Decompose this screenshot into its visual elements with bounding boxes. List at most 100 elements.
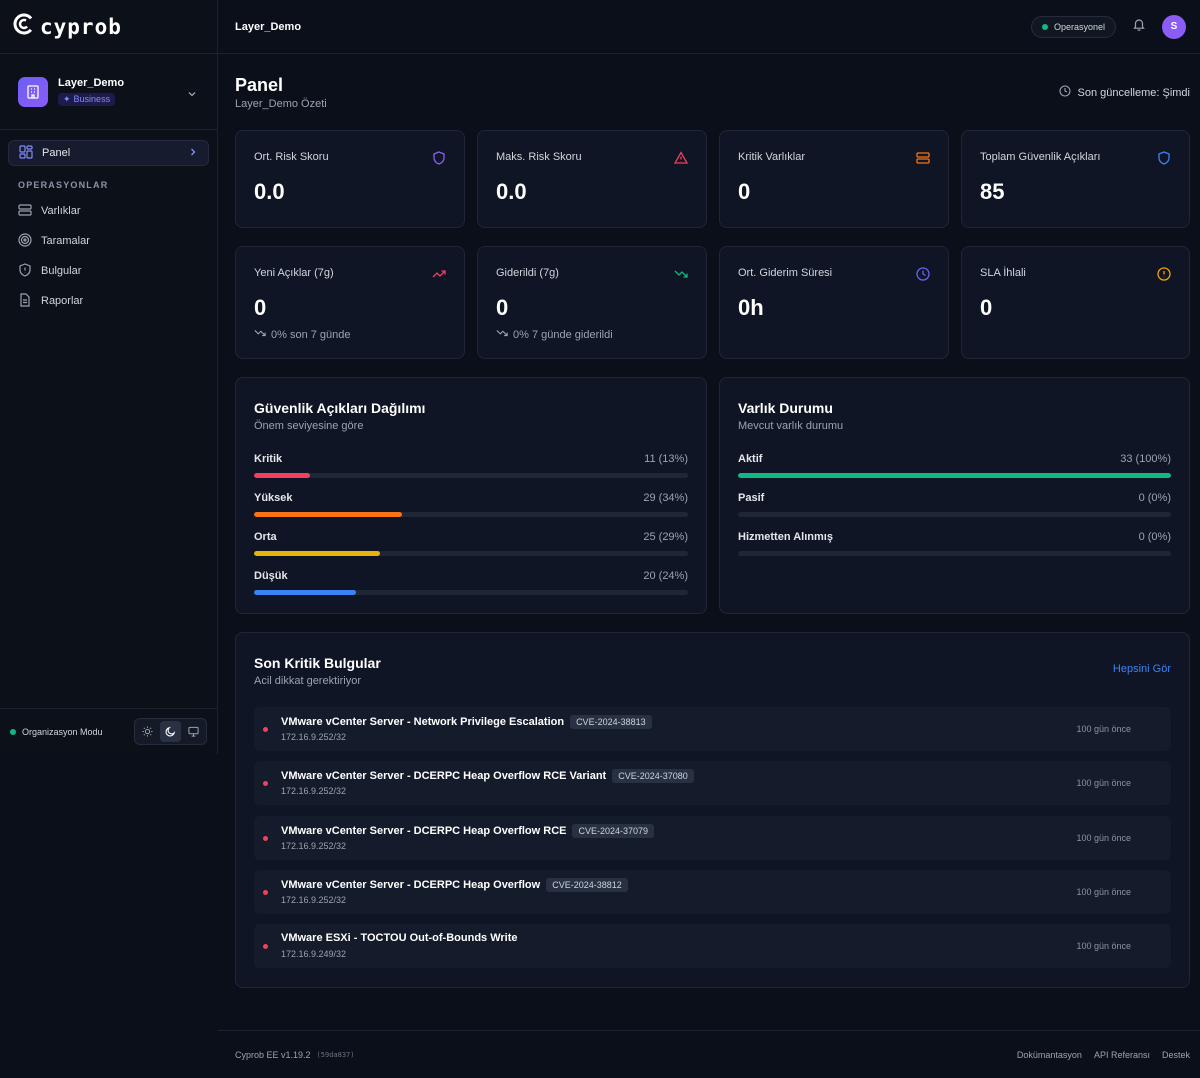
- status-dot: [1041, 23, 1048, 30]
- shield-icon: [432, 151, 446, 170]
- asset-row-active: Aktif 33 (100%): [738, 453, 1171, 483]
- severity-count: 20 (24%): [643, 570, 688, 582]
- severity-count: 25 (29%): [643, 531, 688, 543]
- severity-fill: [254, 590, 356, 595]
- sidebar-item-raporlar[interactable]: Raporlar: [8, 286, 209, 316]
- finding-row[interactable]: VMware vCenter Server - DCERPC Heap Over…: [254, 816, 1171, 860]
- finding-row[interactable]: VMware vCenter Server - DCERPC Heap Over…: [254, 761, 1171, 805]
- sidebar-item-taramalar[interactable]: Taramalar: [8, 226, 209, 256]
- severity-label: Düşük: [254, 570, 288, 582]
- stat-value: 0: [980, 295, 993, 320]
- finding-ip: 172.16.9.252/32: [281, 841, 347, 851]
- shield-alert-icon: [18, 262, 32, 280]
- alert-circle-icon: [1157, 267, 1171, 286]
- severity-row-medium: Orta 25 (29%): [254, 531, 688, 561]
- bell-icon[interactable]: [1132, 17, 1146, 36]
- stat-value: 0.0: [254, 179, 285, 204]
- sidebar-item-bulgular[interactable]: Bulgular: [8, 256, 209, 286]
- sidebar-item-label: Taramalar: [41, 235, 90, 247]
- brand-logo[interactable]: cyprob: [0, 0, 217, 54]
- severity-count: 11 (13%): [644, 453, 688, 465]
- cyprob-logo-icon: [12, 12, 36, 41]
- version-label: Cyprob EE v1.19.2: [235, 1049, 311, 1060]
- asset-status-count: 33 (100%): [1120, 453, 1171, 465]
- org-plan-badge: ✦ Business: [58, 92, 116, 106]
- topbar-title: Layer_Demo: [235, 20, 302, 33]
- nav-section-label: OPERASYONLAR: [18, 180, 109, 190]
- org-name: Layer_Demo: [58, 76, 125, 89]
- finding-row[interactable]: VMware ESXi - TOCTOU Out-of-Bounds Write…: [254, 924, 1171, 968]
- sidebar-item-label: Panel: [42, 147, 71, 159]
- sun-icon[interactable]: [137, 721, 158, 742]
- panel-subtitle: Önem seviyesine göre: [254, 420, 364, 432]
- sidebar-item-label: Varlıklar: [41, 205, 81, 217]
- sidebar-item-label: Raporlar: [41, 295, 84, 307]
- severity-track: [254, 590, 688, 595]
- asset-track: [738, 551, 1171, 556]
- finding-title: VMware vCenter Server - DCERPC Heap Over…: [281, 879, 541, 891]
- moon-icon[interactable]: [160, 721, 181, 742]
- sidebar-item-panel[interactable]: Panel: [8, 140, 209, 166]
- severity-dot: [263, 944, 268, 949]
- finding-row[interactable]: VMware vCenter Server - Network Privileg…: [254, 707, 1171, 751]
- finding-title: VMware vCenter Server - DCERPC Heap Over…: [281, 770, 607, 782]
- stat-value: 0: [738, 179, 751, 204]
- severity-row-high: Yüksek 29 (34%): [254, 492, 688, 522]
- severity-dot: [263, 836, 268, 841]
- stat-trend: 0% son 7 günde: [254, 327, 351, 342]
- asset-status-count: 0 (0%): [1138, 492, 1171, 504]
- stat-card-total-vulns: Toplam Güvenlik Açıkları 85: [961, 130, 1190, 228]
- stat-label: Yeni Açıklar (7g): [254, 267, 334, 279]
- stat-label: Ort. Giderim Süresi: [738, 267, 833, 279]
- severity-row-critical: Kritik 11 (13%): [254, 453, 688, 483]
- avatar[interactable]: S: [1162, 14, 1186, 39]
- critical-findings-panel: Son Kritik Bulgular Acil dikkat gerektir…: [235, 632, 1190, 988]
- stat-label: Kritik Varlıklar: [738, 151, 806, 163]
- severity-fill: [254, 551, 380, 556]
- finding-ip: 172.16.9.252/32: [281, 786, 347, 796]
- clock-icon: [916, 267, 930, 286]
- asset-status-label: Pasif: [738, 492, 765, 504]
- docs-link[interactable]: Dokümantasyon: [1016, 1049, 1082, 1060]
- finding-time: 100 gün önce: [1076, 778, 1131, 788]
- monitor-icon[interactable]: [183, 721, 204, 742]
- stat-trend: 0% 7 günde giderildi: [496, 327, 613, 342]
- see-all-link[interactable]: Hepsini Gör: [1112, 663, 1171, 675]
- asset-row-passive: Pasif 0 (0%): [738, 492, 1171, 522]
- server-icon: [18, 203, 32, 220]
- severity-row-low: Düşük 20 (24%): [254, 570, 688, 600]
- sparkle-icon: ✦: [63, 93, 71, 104]
- page-subtitle: Layer_Demo Özeti: [235, 98, 327, 110]
- version-hash: (59da837): [316, 1050, 355, 1059]
- stat-value: 0: [254, 295, 267, 320]
- radar-icon: [18, 232, 32, 250]
- panel-subtitle: Acil dikkat gerektiriyor: [254, 675, 361, 687]
- sidebar-item-varliklar[interactable]: Varlıklar: [8, 196, 209, 226]
- trending-down-icon: [674, 267, 688, 286]
- stat-value: 0h: [738, 295, 764, 320]
- panel-title: Güvenlik Açıkları Dağılımı: [254, 400, 426, 416]
- finding-time: 100 gün önce: [1076, 887, 1131, 897]
- org-switcher[interactable]: Layer_Demo ✦ Business: [0, 54, 217, 130]
- chevron-right-icon: [188, 147, 198, 160]
- brand-name: cyprob: [40, 14, 122, 39]
- support-link[interactable]: Destek: [1161, 1049, 1190, 1060]
- severity-fill: [254, 512, 402, 517]
- trending-up-icon: [432, 267, 446, 286]
- stat-label: SLA İhlali: [980, 267, 1026, 279]
- stat-value: 0.0: [496, 179, 527, 204]
- asset-status-panel: Varlık Durumu Mevcut varlık durumu Aktif…: [719, 377, 1190, 614]
- stat-card-new-vulns: Yeni Açıklar (7g) 0 0% son 7 günde: [235, 246, 465, 359]
- severity-dot: [263, 727, 268, 732]
- status-badge[interactable]: Operasyonel: [1030, 15, 1116, 38]
- asset-track: [738, 512, 1171, 517]
- severity-label: Orta: [254, 531, 277, 543]
- api-reference-link[interactable]: API Referansı: [1093, 1049, 1150, 1060]
- cve-badge: CVE-2024-38813: [570, 715, 652, 729]
- stat-label: Giderildi (7g): [496, 267, 559, 279]
- panel-title: Son Kritik Bulgular: [254, 655, 381, 671]
- asset-track: [738, 473, 1171, 478]
- finding-row[interactable]: VMware vCenter Server - DCERPC Heap Over…: [254, 870, 1171, 914]
- finding-time: 100 gün önce: [1076, 724, 1131, 734]
- stat-card-sla-breach: SLA İhlali 0: [961, 246, 1190, 359]
